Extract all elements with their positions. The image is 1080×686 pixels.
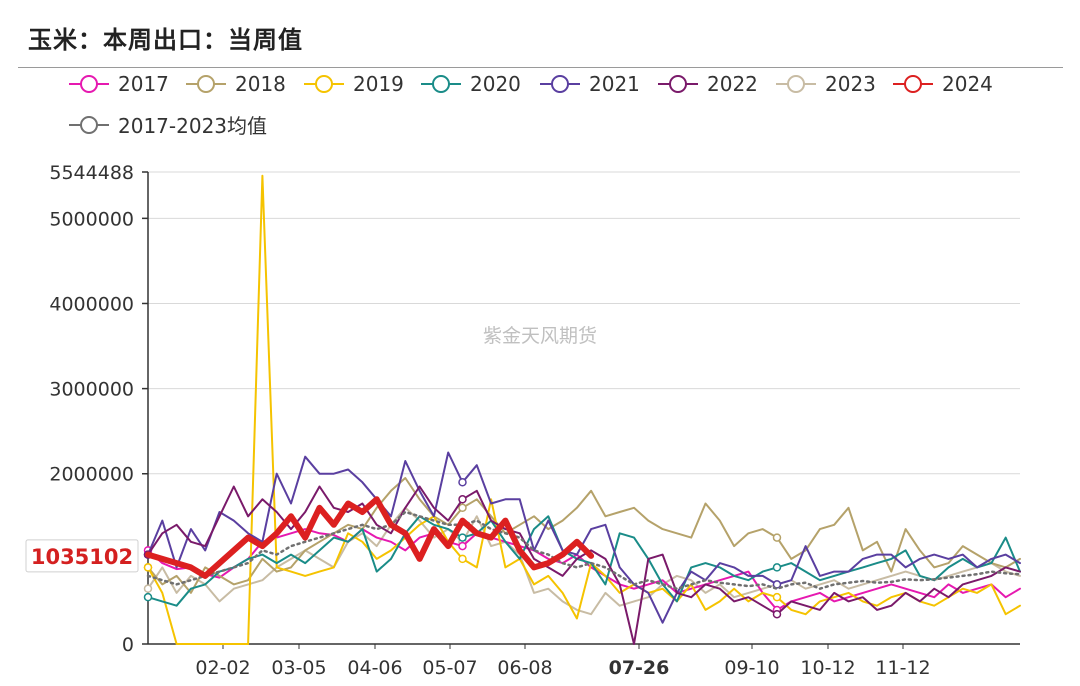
x-tick-label: 09-10: [724, 657, 779, 679]
y-tick-label: 3000000: [49, 379, 134, 401]
legend-label: 2023: [825, 72, 876, 96]
x-tick-label: 11-12: [875, 657, 930, 679]
legend-item-2017[interactable]: 2017: [68, 72, 169, 96]
y-highlight-label: 1035102: [31, 545, 133, 569]
series-point: [772, 609, 782, 619]
series-point: [458, 495, 467, 504]
series-line-2019: [147, 174, 1021, 645]
legend-item-2023[interactable]: 2023: [775, 72, 876, 96]
series-point: [772, 533, 782, 542]
legend-label: 2017: [118, 72, 169, 96]
legend-marker-icon: [658, 75, 698, 93]
legend-label: 2024: [942, 72, 993, 96]
x-tick-label: 04-06: [347, 657, 402, 679]
legend-label: 2020: [470, 72, 521, 96]
legend-marker-icon: [304, 75, 344, 93]
x-tick-label: 03-05: [271, 657, 326, 679]
legend-marker-icon: [893, 75, 933, 93]
series-point: [143, 563, 153, 572]
y-tick-label: 4000000: [49, 293, 134, 315]
legend-marker-icon: [776, 75, 816, 93]
x-tick-label: 02-02: [195, 657, 250, 679]
series-point: [458, 554, 467, 564]
series-point: [143, 592, 153, 602]
y-tick-label: 2000000: [49, 464, 134, 486]
watermark-text: 紫金天风期货: [483, 325, 597, 347]
x-tick-label: 06-08: [497, 657, 552, 679]
series-point: [458, 503, 467, 513]
series-line-2018: [147, 477, 1021, 594]
legend-item-2021[interactable]: 2021: [539, 72, 640, 96]
series-line-2024: [145, 496, 595, 579]
y-tick-label: 0: [122, 634, 134, 656]
legend-label: 2017-2023均值: [118, 114, 268, 138]
y-tick-label: 5544488: [49, 162, 134, 184]
series-point: [772, 592, 782, 602]
series-point: [143, 584, 153, 593]
legend-item-2022[interactable]: 2022: [657, 72, 758, 96]
legend-marker-icon: [186, 75, 226, 93]
x-highlight-label: 07-26: [609, 657, 670, 679]
series-point: [458, 478, 467, 487]
x-tick-label: 05-07: [422, 657, 477, 679]
legend-marker-icon: [540, 75, 580, 93]
x-tick-label: 10-12: [800, 657, 855, 679]
legend-marker-icon: [69, 115, 109, 134]
series-line-2020: [147, 515, 1021, 607]
title-divider: [18, 67, 1063, 68]
legend-item-2019[interactable]: 2019: [303, 72, 404, 96]
legend-label: 2022: [707, 72, 758, 96]
legend-item-2020[interactable]: 2020: [420, 72, 521, 96]
legend-marker-icon: [421, 75, 461, 93]
legend-label: 2018: [235, 72, 286, 96]
legend-label: 2019: [353, 72, 404, 96]
series-line-2017-2023: [146, 510, 1022, 590]
legend-item-2018[interactable]: 2018: [185, 72, 286, 96]
series-point: [772, 563, 782, 572]
legend-label: 2021: [589, 72, 640, 96]
series-point: [458, 541, 467, 551]
y-tick-label: 5000000: [49, 208, 134, 230]
series-line-2023: [147, 506, 1021, 616]
series-line-2022: [147, 485, 1021, 645]
series-line-2021: [147, 451, 1021, 624]
legend-item-2017-2023[interactable]: 2017-2023均值: [68, 110, 267, 139]
page-title: 玉米：本周出口：当周值: [28, 26, 303, 54]
series-point: [458, 533, 467, 542]
legend-marker-icon: [69, 75, 109, 93]
y-highlight-box: [25, 539, 139, 573]
legend-item-2024[interactable]: 2024: [892, 72, 993, 96]
